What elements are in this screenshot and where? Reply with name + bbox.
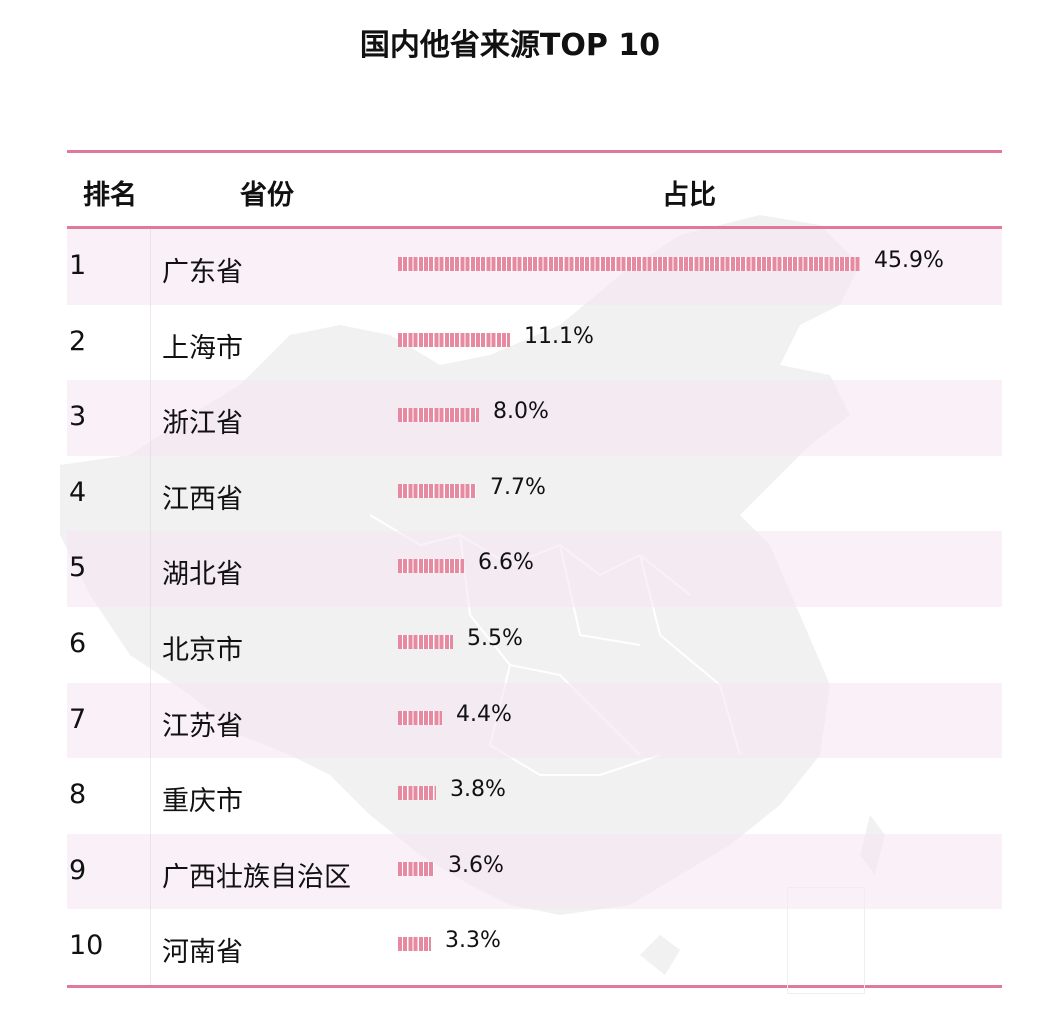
column-separator [150,531,151,607]
column-separator [150,229,151,305]
rank-cell: 6 [69,627,87,659]
rank-cell: 7 [69,703,87,735]
column-separator [150,304,151,381]
province-cell: 广东省 [162,257,243,288]
header-province: 省份 [240,180,294,211]
table-row: 4 江西省 7.7% [67,455,1002,532]
share-label: 5.5% [467,625,523,651]
share-bar [398,559,464,574]
header-rule [67,226,1002,229]
rank-cell: 1 [69,250,87,281]
share-bar [398,332,510,347]
province-cell: 江西省 [162,483,243,515]
province-cell: 重庆市 [162,786,243,818]
table-header: 排名 省份 占比 [67,153,1002,226]
rank-cell: 2 [69,325,87,357]
column-separator [150,909,151,985]
share-bar [398,483,476,498]
table-body: 1 广东省 45.9% 2 上海市 11.1% 3 浙江省 8.0% 4 江西省 7.7% 5 湖北省 6.… [67,229,1002,985]
province-cell: 江苏省 [162,710,243,742]
share-bar [398,634,453,649]
column-separator [150,606,151,683]
province-cell: 北京市 [162,634,243,666]
table-row: 2 上海市 11.1% [67,304,1002,381]
province-cell: 湖北省 [162,559,243,591]
header-rank: 排名 [83,180,137,211]
table-row: 9 广西壮族自治区 3.6% [67,833,1002,910]
table-row: 10 河南省 3.3% [67,909,1002,985]
share-bar [398,257,860,271]
share-label: 4.4% [456,701,512,727]
province-cell: 河南省 [162,937,243,969]
table-row: 1 广东省 45.9% [67,229,1002,305]
column-separator [150,833,151,910]
share-bar [398,710,442,725]
rank-cell: 9 [69,854,87,886]
rank-cell: 5 [69,552,87,584]
column-separator [150,758,151,834]
ranking-table: 排名 省份 占比 1 广东省 45.9% 2 上海市 11.1% 3 浙江省 8.0% 4 江西省 7… [67,150,1002,988]
rank-cell: 10 [69,930,104,962]
share-bar [398,786,436,801]
province-cell: 浙江省 [162,408,243,440]
header-share: 占比 [662,180,716,211]
share-bar [398,861,434,876]
share-bar [398,408,479,423]
south-china-sea-inset [787,887,865,994]
share-label: 7.7% [490,474,546,500]
province-cell: 广西壮族自治区 [162,861,351,893]
share-label: 45.9% [874,248,944,273]
share-label: 3.3% [445,928,501,954]
table-row: 7 江苏省 4.4% [67,682,1002,759]
share-bar [398,937,431,952]
share-label: 3.8% [450,777,506,803]
rank-cell: 4 [69,476,87,508]
table-row: 3 浙江省 8.0% [67,380,1002,456]
column-separator [150,682,151,759]
province-cell: 上海市 [162,332,243,364]
chart-title: 国内他省来源TOP 10 [359,28,661,63]
rank-cell: 8 [69,779,87,811]
table-row: 5 湖北省 6.6% [67,531,1002,607]
bottom-rule [67,984,1002,988]
share-label: 6.6% [478,550,534,576]
column-separator [150,455,151,532]
top-rule [67,150,1002,153]
table-row: 6 北京市 5.5% [67,606,1002,683]
share-label: 8.0% [493,399,549,425]
rank-cell: 3 [69,401,87,433]
share-label: 3.6% [448,852,504,878]
table-row: 8 重庆市 3.8% [67,758,1002,834]
share-label: 11.1% [524,323,594,349]
column-separator [150,380,151,456]
